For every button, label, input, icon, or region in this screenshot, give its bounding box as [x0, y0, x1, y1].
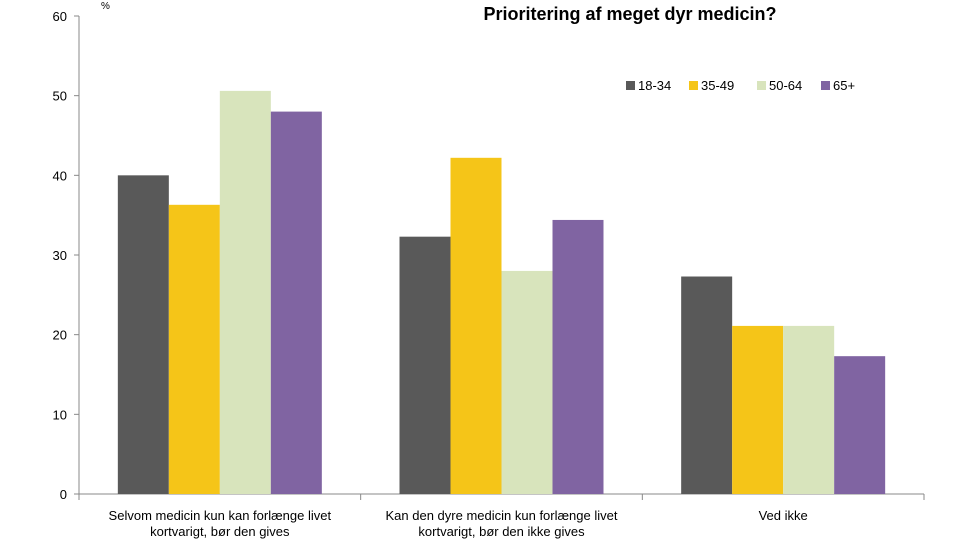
legend-swatch-65+	[821, 81, 830, 90]
bars	[117, 90, 886, 495]
category-label: Selvom medicin kun kan forlænge livet kor…	[109, 508, 332, 539]
bar-65+	[270, 111, 322, 494]
y-axis-unit-label: %	[101, 1, 110, 12]
legend-label-65+: 65+	[833, 78, 855, 93]
bar-35-49	[732, 325, 784, 494]
y-tick-label: 20	[53, 328, 67, 343]
category-label-line: Ved ikke	[759, 508, 808, 523]
y-tick-label: 30	[53, 248, 67, 263]
category-label-line: Selvom medicin kun kan forlænge livet	[109, 508, 332, 523]
category-label-line: Kan den dyre medicin kun forlænge livet	[386, 508, 618, 523]
category-label: Ved ikke	[759, 508, 808, 523]
bar-50-64	[219, 90, 271, 495]
bar-50-64	[783, 325, 835, 494]
y-tick-label: 10	[53, 407, 67, 422]
legend-label-18-34: 18-34	[638, 78, 671, 93]
bar-18-34	[117, 175, 169, 495]
chart-title: Prioritering af meget dyr medicin?	[483, 4, 776, 24]
category-label: Kan den dyre medicin kun forlænge livet k…	[386, 508, 618, 539]
bar-35-49	[168, 204, 220, 494]
legend-swatch-50-64	[757, 81, 766, 90]
y-tick-label: 40	[53, 168, 67, 183]
bar-65+	[552, 219, 604, 495]
legend-label-35-49: 35-49	[701, 78, 734, 93]
axes: 0 10 20 30 40 50 60 Selvom medicin kun kan forl…	[53, 9, 925, 539]
bar-65+	[834, 356, 886, 494]
legend-swatch-18-34	[626, 81, 635, 90]
legend-label-50-64: 50-64	[769, 78, 802, 93]
bar-50-64	[501, 270, 553, 494]
y-tick-label: 0	[60, 487, 67, 502]
y-tick-label: 60	[53, 9, 67, 24]
legend: 18-34 35-49 50-64 65+	[626, 78, 855, 93]
y-tick-label: 50	[53, 89, 67, 104]
bar-18-34	[681, 276, 733, 494]
category-label-line: kortvarigt, bør den gives	[150, 524, 290, 539]
category-label-line: kortvarigt, bør den ikke gives	[418, 524, 585, 539]
bar-18-34	[399, 236, 451, 494]
bar-35-49	[450, 157, 502, 494]
legend-swatch-35-49	[689, 81, 698, 90]
